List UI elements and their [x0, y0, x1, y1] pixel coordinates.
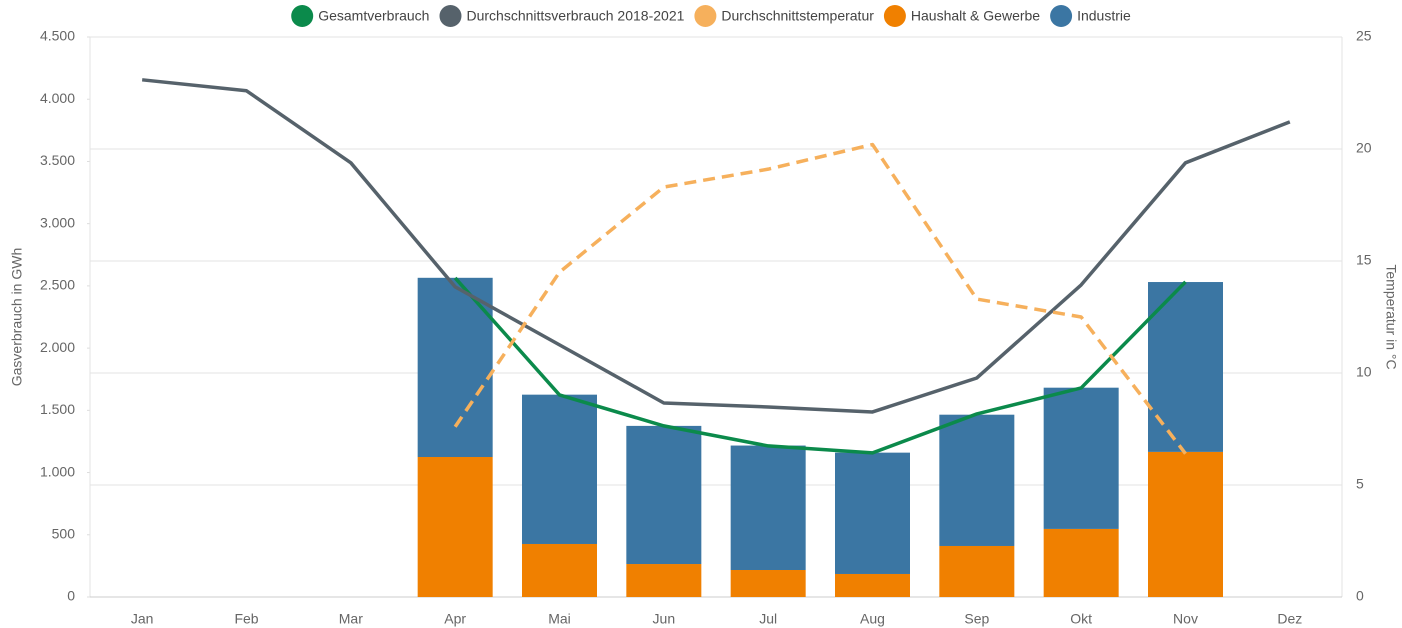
x-tick-label: Jul	[759, 611, 777, 627]
legend-label: Haushalt & Gewerbe	[911, 8, 1040, 24]
line	[141, 78, 1291, 414]
bar	[522, 394, 597, 544]
y2-tick-label: 0	[1356, 588, 1364, 604]
y-tick-label: 1.500	[40, 401, 75, 417]
bar	[730, 569, 806, 597]
x-tick-label: Okt	[1070, 611, 1092, 627]
legend-marker	[1050, 5, 1073, 27]
x-tick-label: Mar	[339, 611, 363, 627]
y-tick-label: 4.000	[40, 90, 75, 106]
legend-marker	[883, 5, 906, 27]
legend: Gesamtverbrauch Durchschnittsverbrauch 20…	[291, 5, 1131, 27]
bar	[939, 545, 1015, 597]
bar	[417, 277, 493, 457]
line	[453, 142, 1187, 455]
bar	[835, 573, 910, 597]
legend-label: Durchschnittsverbrauch 2018-2021	[466, 8, 684, 24]
y2-tick-label: 15	[1356, 252, 1372, 268]
y-tick-label: 3.500	[40, 152, 75, 168]
x-tick-label: Dez	[1277, 611, 1302, 627]
bar	[730, 445, 806, 570]
bar	[626, 425, 702, 565]
y2-tick-label: 10	[1356, 364, 1372, 380]
y-axis-label: Gasverbrauch in GWh	[9, 248, 25, 387]
y-tick-label: 4.500	[40, 28, 75, 44]
y-tick-label: 500	[52, 525, 76, 541]
x-tick-label: Aug	[860, 611, 885, 627]
bar	[835, 452, 910, 574]
y2-tick-label: 5	[1356, 476, 1364, 492]
y-tick-label: 0	[67, 588, 75, 604]
bar	[1148, 451, 1223, 597]
y-tick-label: 1.000	[40, 463, 75, 479]
y2-tick-label: 25	[1356, 28, 1372, 44]
y-tick-label: 3.000	[40, 214, 75, 230]
x-tick-label: Jan	[131, 611, 154, 627]
y-tick-label: 2.500	[40, 277, 75, 293]
legend-marker	[694, 5, 717, 27]
y2-tick-label: 20	[1356, 140, 1372, 156]
x-tick-label: Feb	[234, 611, 258, 627]
legend-marker	[291, 5, 314, 27]
bar	[939, 414, 1015, 546]
x-tick-label: Apr	[444, 611, 466, 627]
bar	[1043, 387, 1119, 529]
legend-marker	[439, 5, 462, 27]
bar	[1043, 528, 1119, 597]
x-tick-label: Nov	[1173, 611, 1198, 627]
bar	[522, 543, 597, 597]
bar	[626, 564, 702, 597]
y-tick-label: 2.000	[40, 339, 75, 355]
legend-label: Gesamtverbrauch	[318, 8, 429, 24]
line	[453, 276, 1187, 455]
legend-label: Durchschnittstemperatur	[721, 8, 874, 24]
x-tick-label: Sep	[964, 611, 989, 627]
x-tick-label: Mai	[548, 611, 571, 627]
y2-axis-label: Temperatur in °C	[1383, 264, 1399, 369]
legend-label: Industrie	[1077, 8, 1131, 24]
bar	[417, 457, 493, 597]
x-tick-label: Jun	[653, 611, 676, 627]
